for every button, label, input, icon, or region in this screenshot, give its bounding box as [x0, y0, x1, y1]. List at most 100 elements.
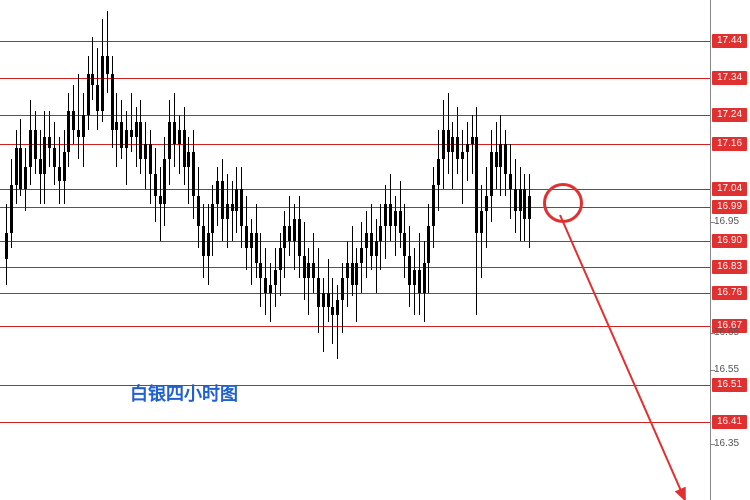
- candle-wick: [352, 226, 353, 296]
- candle-body: [207, 233, 210, 255]
- candle-body: [331, 307, 334, 314]
- candle-body: [211, 204, 214, 234]
- candle-body: [490, 152, 493, 196]
- candle-wick: [308, 248, 309, 315]
- candle-body: [91, 74, 94, 85]
- candle-body: [82, 115, 85, 137]
- price-level-label: 17.16: [712, 137, 747, 151]
- price-level-label: 17.34: [712, 71, 747, 85]
- candle-body: [399, 211, 402, 233]
- candle-body: [317, 278, 320, 308]
- candle-body: [288, 226, 291, 241]
- candle-body: [106, 56, 109, 75]
- candle-wick: [136, 107, 137, 166]
- candle-body: [355, 263, 358, 285]
- price-axis: 17.4417.3417.2417.1617.0416.9916.9016.83…: [711, 0, 750, 500]
- candle-body: [197, 196, 200, 226]
- candle-body: [427, 226, 430, 263]
- candle-body: [394, 211, 397, 226]
- candle-body: [15, 148, 18, 185]
- candle-wick: [251, 219, 252, 286]
- plot-area: [0, 0, 711, 500]
- candle-body: [154, 174, 157, 196]
- candle-wick: [107, 11, 108, 92]
- price-level-label: 17.44: [712, 34, 747, 48]
- candle-wick: [92, 37, 93, 100]
- price-level-line: [0, 385, 710, 386]
- candle-body: [523, 189, 526, 219]
- candle-wick: [452, 122, 453, 189]
- axis-tick-label: 16.35: [714, 438, 739, 450]
- candle-body: [451, 137, 454, 152]
- candle-body: [408, 256, 411, 286]
- candle-body: [178, 130, 181, 145]
- candle-body: [67, 111, 70, 152]
- price-level-label: 16.51: [712, 378, 747, 392]
- candle-body: [307, 263, 310, 278]
- candle-body: [53, 148, 56, 167]
- candle-wick: [270, 263, 271, 322]
- candle-body: [111, 74, 114, 130]
- candle-body: [336, 300, 339, 315]
- candle-body: [403, 233, 406, 255]
- candle-body: [159, 196, 162, 203]
- candle-body: [303, 256, 306, 278]
- candle-body: [341, 278, 344, 300]
- candle-body: [442, 130, 445, 160]
- candle-wick: [356, 248, 357, 322]
- candle-body: [163, 159, 166, 203]
- candle-wick: [179, 115, 180, 174]
- price-level-line: [0, 207, 710, 208]
- candle-body: [5, 233, 8, 259]
- candle-wick: [78, 74, 79, 159]
- candle-body: [447, 130, 450, 152]
- candle-body: [226, 204, 229, 219]
- candle-body: [144, 144, 147, 159]
- price-level-label: 17.04: [712, 182, 747, 196]
- candle-body: [384, 204, 387, 226]
- candle-body: [130, 130, 133, 137]
- candle-body: [461, 152, 464, 159]
- price-level-line: [0, 293, 710, 294]
- candle-body: [125, 130, 128, 149]
- candle-body: [437, 159, 440, 185]
- axis-tick-label: 16.55: [714, 364, 739, 376]
- candle-body: [293, 219, 296, 241]
- candle-body: [139, 122, 142, 159]
- candle-body: [432, 185, 435, 226]
- candle-body: [504, 144, 507, 174]
- candle-wick: [328, 259, 329, 322]
- candle-body: [269, 285, 272, 292]
- candle-body: [259, 263, 262, 278]
- candle-body: [221, 181, 224, 218]
- candle-wick: [337, 285, 338, 359]
- candle-body: [471, 137, 474, 144]
- candle-body: [418, 270, 421, 292]
- candle-body: [101, 56, 104, 112]
- candle-body: [96, 85, 99, 111]
- candle-wick: [188, 137, 189, 204]
- candle-body: [519, 189, 522, 211]
- candle-body: [466, 144, 469, 151]
- candle-body: [379, 226, 382, 241]
- candle-body: [135, 122, 138, 137]
- candle-body: [528, 196, 531, 218]
- candle-body: [514, 189, 517, 211]
- candle-body: [183, 130, 186, 167]
- candle-body: [245, 226, 248, 248]
- candle-body: [240, 189, 243, 226]
- candle-wick: [160, 167, 161, 241]
- candle-body: [375, 241, 378, 256]
- price-level-label: 17.24: [712, 108, 747, 122]
- candle-body: [115, 122, 118, 129]
- price-level-label: 16.83: [712, 260, 747, 274]
- price-level-label: 16.41: [712, 415, 747, 429]
- price-level-line: [0, 326, 710, 327]
- price-level-line: [0, 144, 710, 145]
- candle-body: [187, 152, 190, 167]
- candle-body: [475, 137, 478, 233]
- candle-wick: [131, 93, 132, 152]
- candle-body: [48, 137, 51, 148]
- candle-body: [173, 122, 176, 144]
- price-level-label: 16.90: [712, 234, 747, 248]
